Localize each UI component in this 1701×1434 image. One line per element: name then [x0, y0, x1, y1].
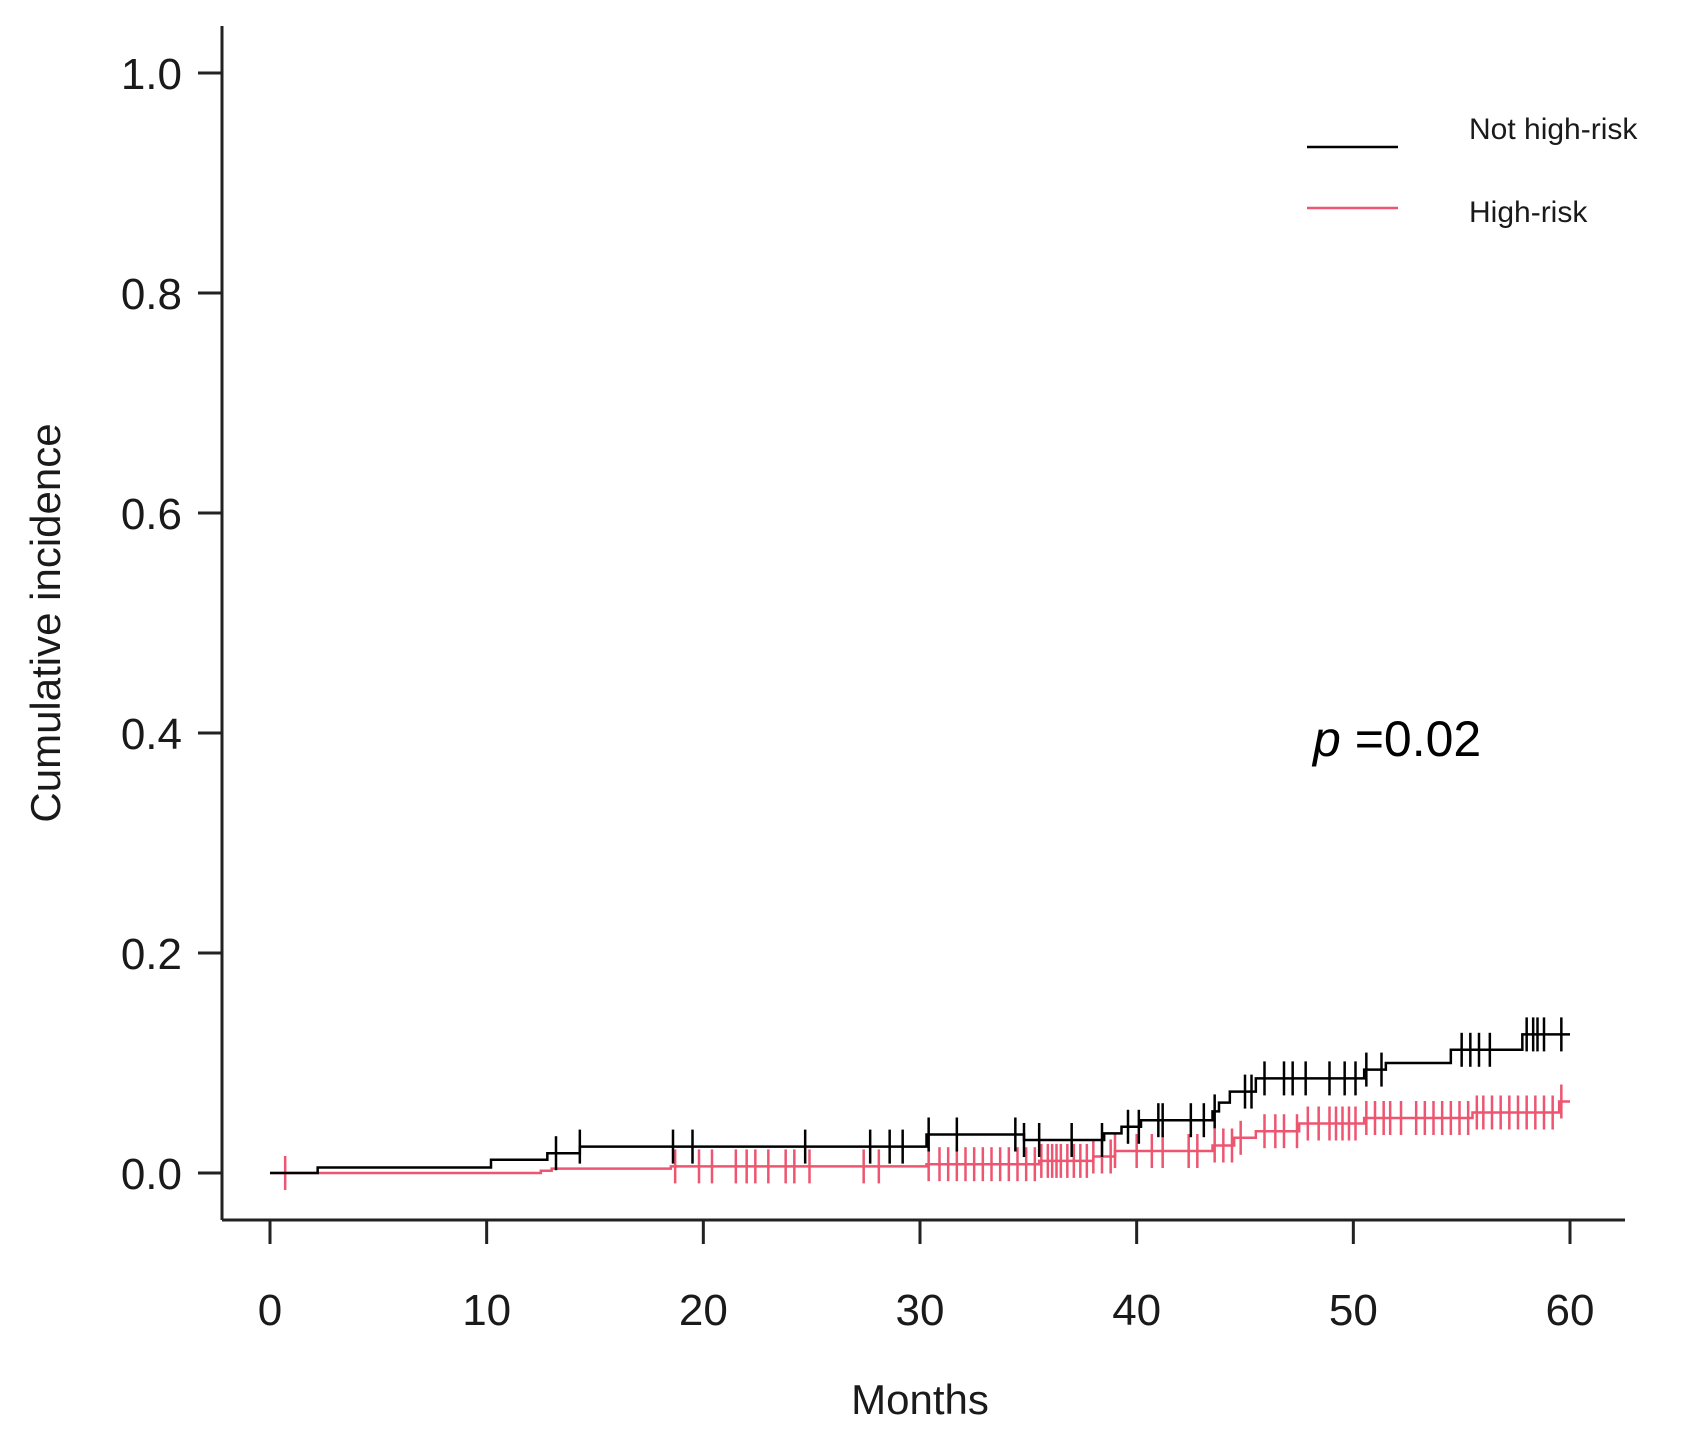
y-tick-label: 1.0 [121, 50, 182, 99]
y-tick-label: 0.2 [121, 930, 182, 979]
x-tick-label: 0 [258, 1286, 282, 1335]
y-axis-title: Cumulative incidence [22, 423, 69, 822]
legend: Not high-risk High-risk [1307, 113, 1638, 229]
y-axis-ticks: 0.0 0.2 0.4 0.6 0.8 1.0 [121, 50, 222, 1199]
series-layer [270, 1017, 1570, 1190]
x-axis-ticks: 0 10 20 30 40 50 60 [258, 1220, 1595, 1335]
series-not-high-risk [270, 1017, 1570, 1175]
p-value-annotation: p =0.02 [1311, 711, 1481, 767]
x-tick-label: 20 [679, 1286, 728, 1335]
y-tick-label: 0.0 [121, 1150, 182, 1199]
p-value-symbol: p [1311, 711, 1341, 767]
x-tick-label: 50 [1329, 1286, 1378, 1335]
legend-label-high-risk: High-risk [1469, 196, 1588, 229]
legend-label-not-high-risk: Not high-risk [1469, 113, 1638, 146]
x-tick-label: 30 [896, 1286, 945, 1335]
step-line-not-high-risk [270, 1033, 1570, 1175]
p-value-text: =0.02 [1341, 711, 1481, 767]
plot-frame [220, 26, 1625, 1222]
x-tick-label: 60 [1546, 1286, 1595, 1335]
y-tick-label: 0.6 [121, 490, 182, 539]
x-axis-title: Months [851, 1376, 989, 1423]
y-tick-label: 0.4 [121, 710, 182, 759]
x-tick-label: 10 [462, 1286, 511, 1335]
series-high-risk [270, 1084, 1570, 1190]
x-tick-label: 40 [1112, 1286, 1161, 1335]
y-tick-label: 0.8 [121, 270, 182, 319]
